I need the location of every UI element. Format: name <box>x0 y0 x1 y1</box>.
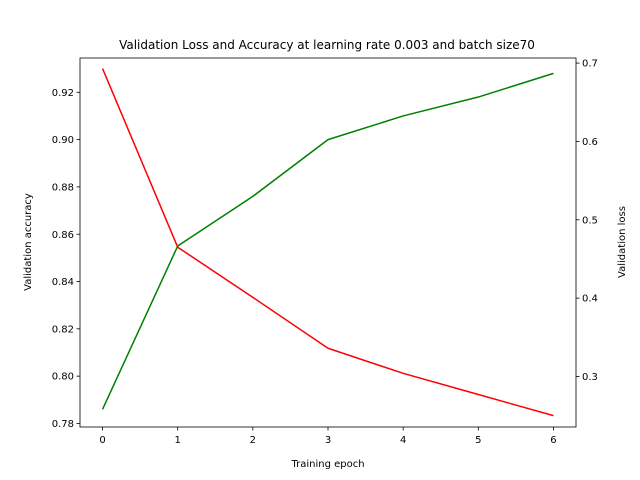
right-tick-label: 0.6 <box>582 137 598 148</box>
left-tick-label: 0.82 <box>52 324 74 335</box>
right-tick-label: 0.3 <box>582 372 598 383</box>
left-tick-label: 0.90 <box>52 135 74 146</box>
right-tick-label: 0.5 <box>582 215 598 226</box>
left-tick-label: 0.84 <box>52 277 74 288</box>
x-axis: 0 1 2 3 4 5 6 <box>99 427 557 446</box>
left-y-axis: 0.78 0.80 0.82 0.84 0.86 0.88 0.90 0.92 <box>52 88 80 430</box>
x-tick-label: 4 <box>400 435 406 446</box>
left-tick-label: 0.92 <box>52 88 74 99</box>
left-tick-label: 0.78 <box>52 419 74 430</box>
left-tick-label: 0.88 <box>52 183 74 194</box>
left-y-axis-label: Validation accuracy <box>23 193 34 291</box>
x-axis-label: Training epoch <box>290 459 364 470</box>
x-tick-label: 0 <box>99 435 105 446</box>
left-tick-label: 0.80 <box>52 372 74 383</box>
left-tick-label: 0.86 <box>52 230 74 241</box>
right-y-axis-label: Validation loss <box>617 206 628 278</box>
right-y-axis: 0.3 0.4 0.5 0.6 0.7 <box>576 59 598 383</box>
chart-title: Validation Loss and Accuracy at learning… <box>119 38 535 52</box>
series-layer <box>101 68 554 417</box>
right-tick-label: 0.7 <box>582 59 598 70</box>
x-tick-label: 3 <box>325 435 331 446</box>
x-tick-label: 6 <box>550 435 556 446</box>
x-tick-label: 1 <box>175 435 181 446</box>
x-tick-label: 2 <box>250 435 256 446</box>
right-tick-label: 0.4 <box>582 294 598 305</box>
validation-loss-line <box>101 68 554 417</box>
x-tick-label: 5 <box>475 435 481 446</box>
